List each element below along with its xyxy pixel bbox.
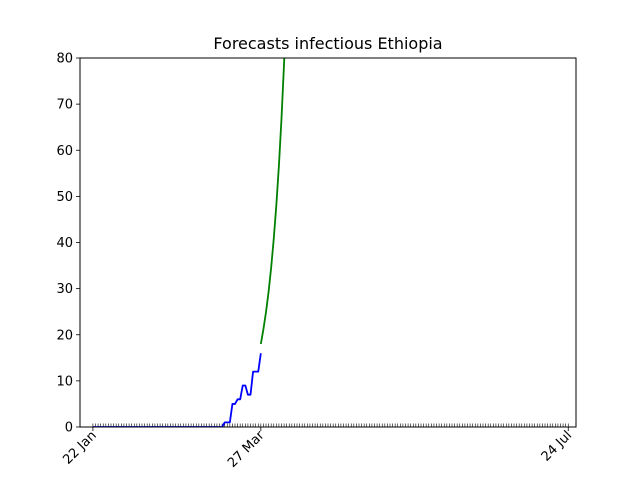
y-tick-label: 20 — [56, 328, 73, 343]
y-tick-label: 0 — [65, 421, 73, 436]
y-tick-label: 10 — [56, 374, 73, 389]
y-axis: 0 10 20 30 40 50 60 70 80 — [56, 52, 80, 436]
plot-frame — [79, 57, 577, 428]
chart-title: Forecasts infectious Ethiopia — [213, 34, 442, 53]
series-line-2 — [259, 58, 286, 345]
x-minor-ticks — [92, 423, 569, 427]
y-tick-label: 60 — [56, 144, 73, 159]
series-line-1 — [92, 353, 262, 427]
series-layer — [92, 58, 286, 427]
y-tick-label: 80 — [56, 52, 73, 67]
y-tick-label: 70 — [56, 98, 73, 113]
y-tick-label: 40 — [56, 236, 73, 251]
y-tick-label: 30 — [56, 282, 73, 297]
y-tick-label: 50 — [56, 190, 73, 205]
